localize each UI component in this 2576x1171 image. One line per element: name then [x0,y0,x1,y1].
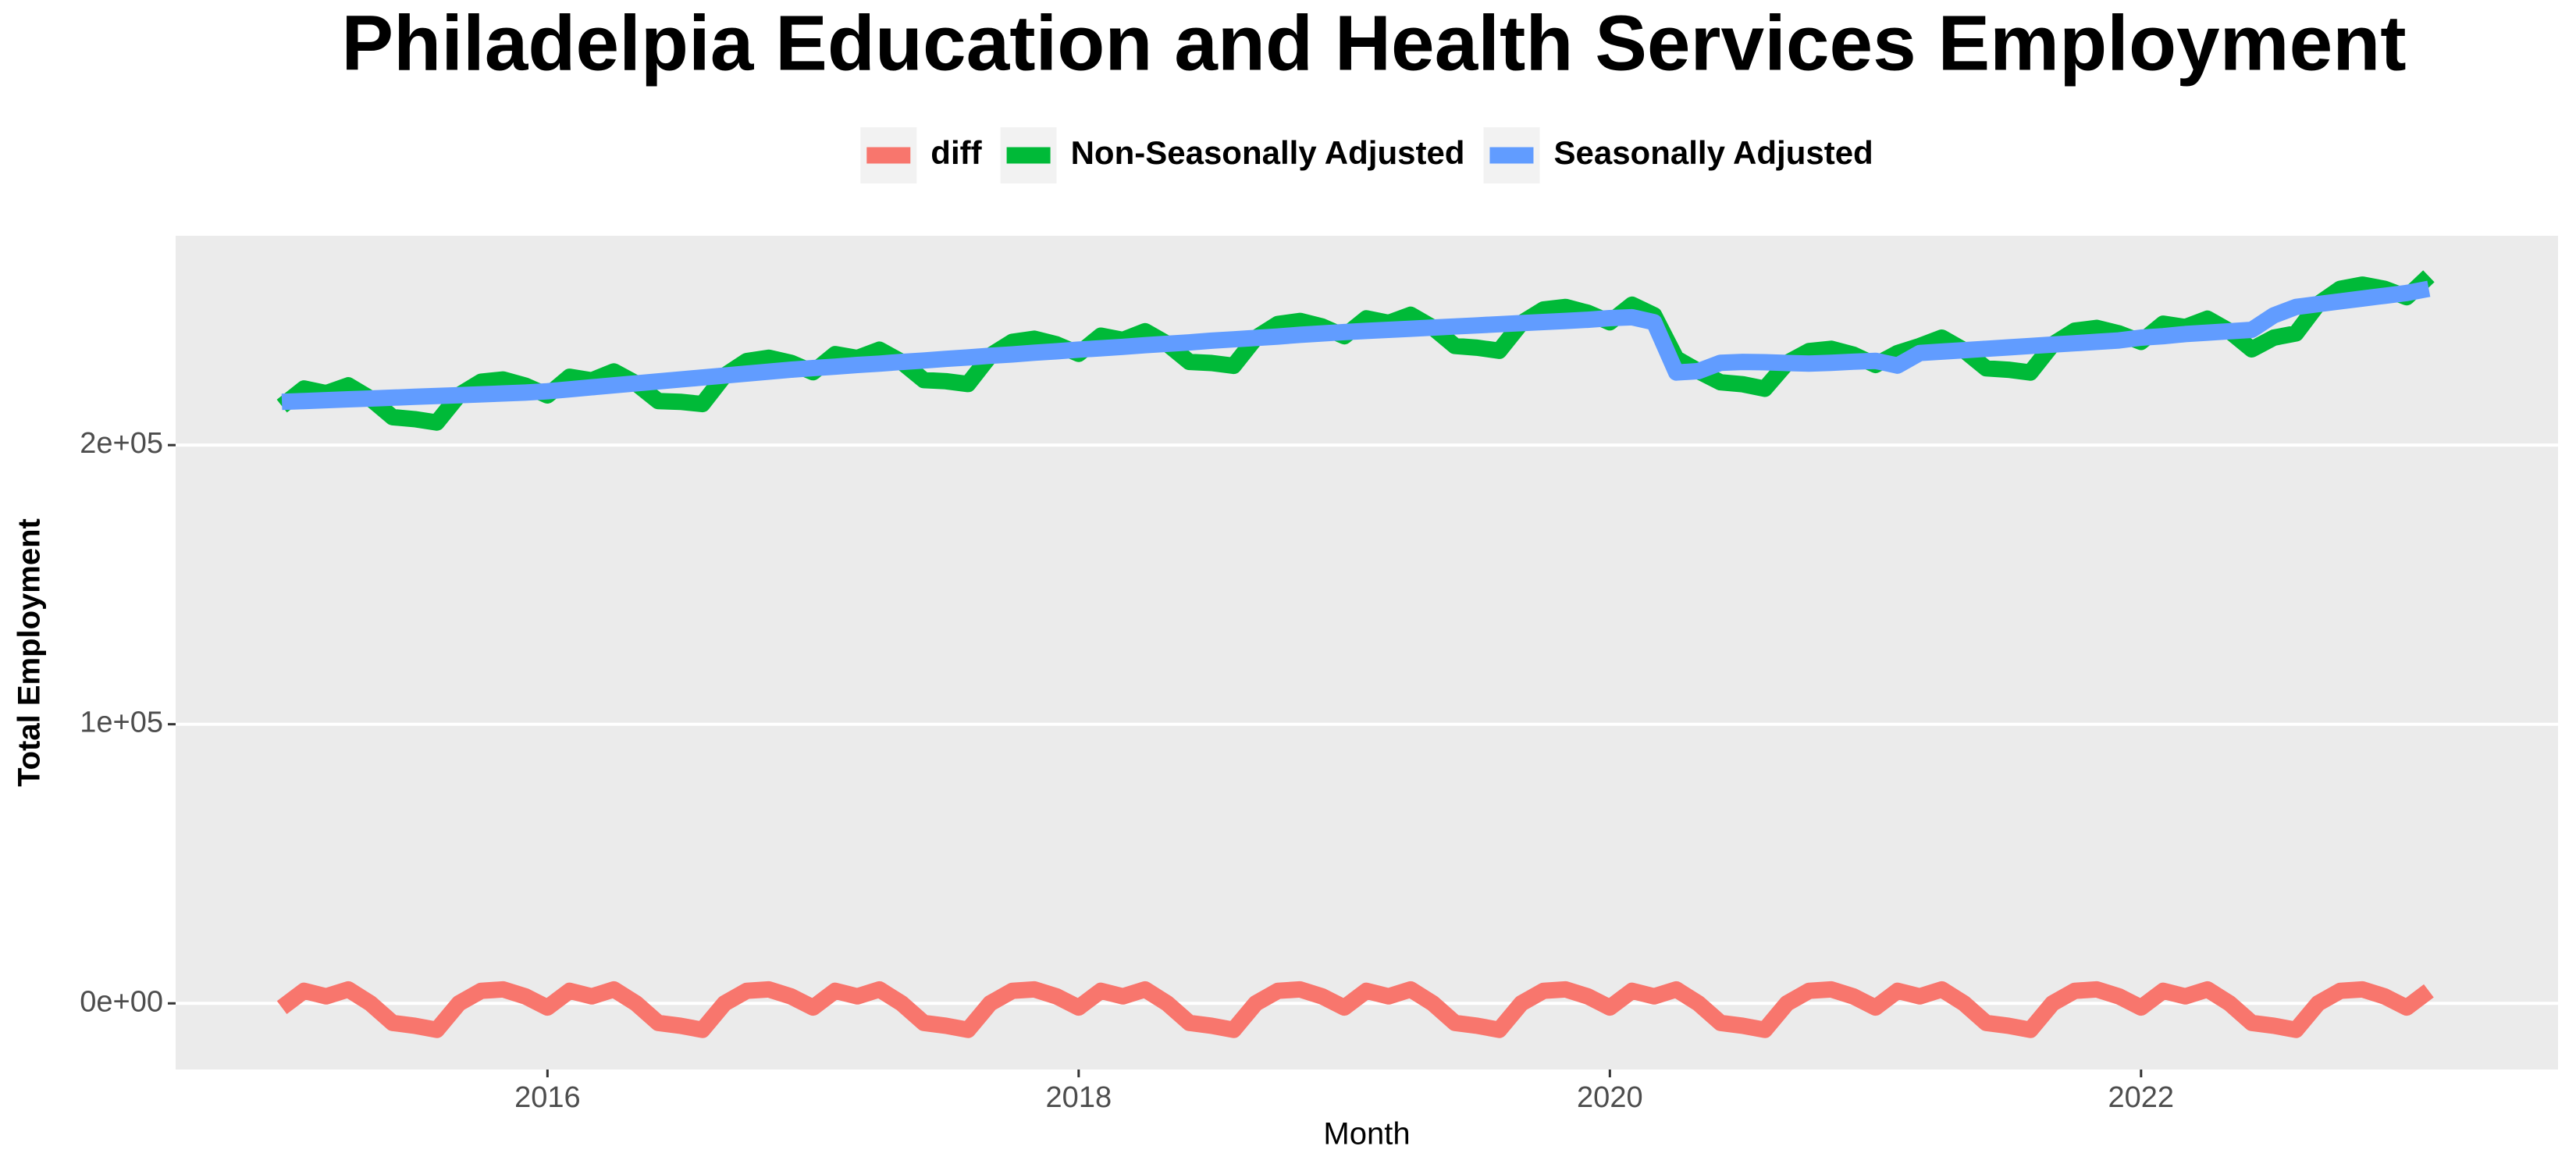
y-tick-label: 1e+05 [80,707,163,739]
legend-label: diff [930,134,982,171]
series-line [276,981,2434,1038]
chart-title: Philadelpia Education and Health Service… [341,0,2406,87]
x-axis-title: Month [1323,1117,1410,1151]
y-tick-label: 0e+00 [80,985,163,1018]
y-axis-title: Total Employment [12,518,47,787]
y-tick-label: 2e+05 [80,427,163,460]
legend-label: Non-Seasonally Adjusted [1071,134,1465,171]
series-line [281,280,2431,411]
plot-background [176,236,2558,1070]
x-tick-label: 2020 [1577,1081,1643,1114]
x-tick-label: 2016 [514,1081,581,1114]
legend: diff Non-Seasonally Adjusted Seasonally Ad… [860,127,1873,183]
x-tick-label: 2022 [2108,1081,2175,1114]
legend-label: Seasonally Adjusted [1553,134,1873,171]
x-tick-label: 2018 [1046,1081,1112,1114]
